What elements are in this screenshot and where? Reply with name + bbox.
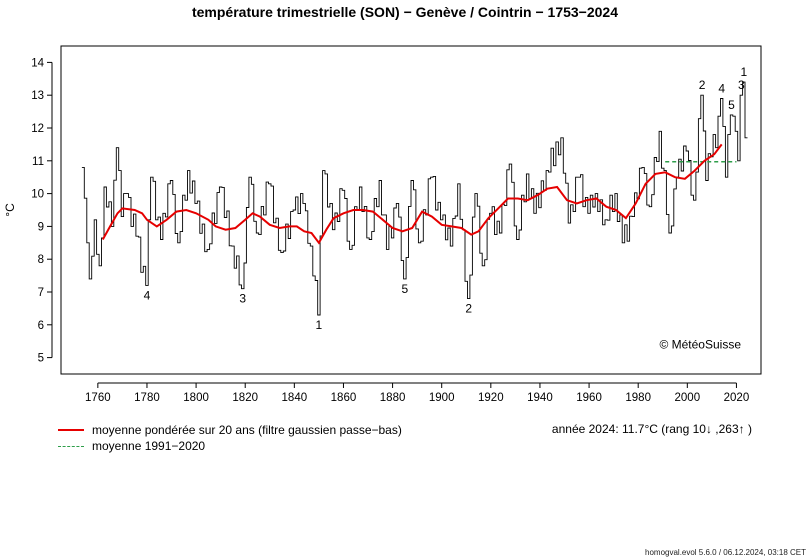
chart-title: température trimestrielle (SON) − Genève…	[191, 4, 618, 20]
x-tick-label-1920: 1920	[478, 392, 504, 404]
legend-swatch-red	[58, 429, 84, 431]
rank-label-3: 1	[316, 318, 323, 332]
y-axis-label: °C	[3, 203, 17, 217]
x-tick-label-1840: 1840	[282, 392, 308, 404]
x-tick-label-1760: 1760	[85, 392, 111, 404]
y-tick-label-14: 14	[31, 57, 44, 69]
legend-item-smoothed: moyenne pondérée sur 20 ans (filtre gaus…	[58, 422, 402, 438]
y-tick-label-7: 7	[38, 287, 44, 299]
legend-label-normal: moyenne 1991−2020	[92, 439, 206, 453]
copyright-annotation: © MétéoSuisse	[659, 337, 741, 351]
rank-label-5: 2	[465, 302, 472, 316]
x-tick-label-1900: 1900	[429, 392, 455, 404]
plot-frame	[60, 45, 762, 375]
x-tick-label-1820: 1820	[232, 392, 258, 404]
year-info: année 2024: 11.7°C (rang 10↓ ,263↑ )	[552, 422, 752, 436]
x-tick-label-2000: 2000	[675, 392, 701, 404]
x-tick-label-1980: 1980	[625, 392, 651, 404]
rank-label-2: 3	[239, 292, 246, 306]
y-tick-label-13: 13	[31, 90, 44, 102]
x-tick-label-2020: 2020	[724, 392, 750, 404]
y-tick-label-6: 6	[38, 320, 44, 332]
y-tick-label-11: 11	[32, 156, 44, 168]
year-info-text: année 2024: 11.7°C (rang 10	[551, 422, 706, 436]
year-info-close: )	[744, 422, 752, 436]
x-tick-label-1960: 1960	[576, 392, 602, 404]
x-tick-label-1860: 1860	[331, 392, 357, 404]
legend-item-normal: moyenne 1991−2020	[58, 438, 402, 454]
y-tick-label-9: 9	[38, 221, 44, 233]
y-tick-label-5: 5	[38, 353, 44, 365]
y-tick-label-10: 10	[31, 189, 44, 201]
x-tick-label-1800: 1800	[183, 392, 209, 404]
x-tick-label-1880: 1880	[380, 392, 406, 404]
rank-label-10: 1	[740, 65, 747, 79]
rank-label-4: 5	[402, 282, 409, 296]
rank-label-6: 2	[699, 78, 706, 92]
rank-label-1: 4	[144, 288, 151, 302]
y-tick-label-12: 12	[31, 123, 44, 135]
arrow-down-icon: ↓	[705, 422, 712, 436]
year-info-rank-sep: ,263	[711, 422, 739, 436]
x-tick-label-1940: 1940	[527, 392, 553, 404]
y-tick-label-8: 8	[38, 254, 44, 266]
rank-label-7: 4	[718, 81, 725, 95]
x-tick-label-1780: 1780	[134, 392, 160, 404]
rank-label-9: 3	[738, 78, 745, 92]
rank-label-8: 5	[728, 98, 735, 112]
annual-step-series	[81, 81, 748, 316]
footer-version: homogval.evol 5.6.0 / 06.12.2024, 03:18 …	[645, 548, 806, 557]
legend: moyenne pondérée sur 20 ans (filtre gaus…	[58, 422, 402, 454]
arrow-up-icon: ↑	[738, 422, 745, 436]
smoothed-series	[101, 143, 723, 245]
legend-label-smoothed: moyenne pondérée sur 20 ans (filtre gaus…	[92, 423, 402, 437]
legend-swatch-green	[58, 445, 84, 447]
